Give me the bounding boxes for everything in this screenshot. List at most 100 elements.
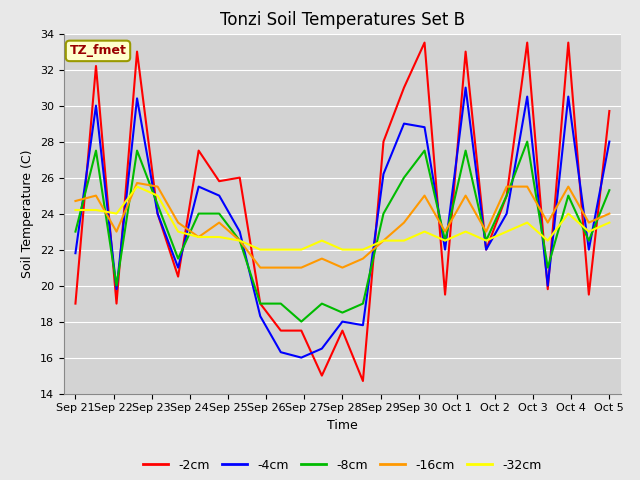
-4cm	[605, 139, 613, 144]
Line: -4cm: -4cm	[76, 88, 609, 358]
-32cm	[605, 220, 613, 226]
-2cm	[174, 274, 182, 279]
-32cm	[339, 247, 346, 252]
-32cm	[318, 238, 326, 243]
-2cm	[195, 148, 202, 154]
-32cm	[174, 229, 182, 235]
-8cm	[72, 229, 79, 235]
-2cm	[564, 40, 572, 46]
-16cm	[441, 229, 449, 235]
Line: -2cm: -2cm	[76, 43, 609, 381]
-8cm	[154, 202, 161, 207]
-4cm	[92, 103, 100, 108]
-32cm	[585, 229, 593, 235]
-2cm	[359, 378, 367, 384]
-32cm	[236, 238, 244, 243]
-32cm	[215, 234, 223, 240]
-8cm	[400, 175, 408, 180]
-32cm	[298, 247, 305, 252]
-8cm	[339, 310, 346, 315]
-16cm	[585, 220, 593, 226]
-8cm	[318, 300, 326, 307]
-16cm	[277, 265, 285, 271]
-8cm	[277, 300, 285, 307]
-4cm	[298, 355, 305, 360]
-8cm	[420, 148, 428, 154]
-16cm	[195, 234, 202, 240]
-32cm	[277, 247, 285, 252]
-2cm	[380, 139, 387, 144]
-2cm	[133, 49, 141, 55]
-8cm	[524, 139, 531, 144]
-2cm	[298, 328, 305, 334]
Title: Tonzi Soil Temperatures Set B: Tonzi Soil Temperatures Set B	[220, 11, 465, 29]
-4cm	[236, 229, 244, 235]
-16cm	[236, 238, 244, 243]
-4cm	[215, 193, 223, 199]
-16cm	[72, 198, 79, 204]
-16cm	[257, 265, 264, 271]
-8cm	[174, 256, 182, 262]
-2cm	[544, 286, 552, 292]
-16cm	[400, 220, 408, 226]
-8cm	[605, 187, 613, 193]
-32cm	[544, 238, 552, 243]
-16cm	[503, 184, 511, 190]
-8cm	[483, 238, 490, 243]
-8cm	[113, 283, 120, 288]
-2cm	[92, 63, 100, 69]
-2cm	[318, 373, 326, 379]
-8cm	[215, 211, 223, 216]
-8cm	[298, 319, 305, 324]
-32cm	[380, 238, 387, 243]
-8cm	[544, 265, 552, 271]
-32cm	[420, 229, 428, 235]
-2cm	[441, 292, 449, 298]
-4cm	[441, 247, 449, 252]
-16cm	[92, 193, 100, 199]
-32cm	[154, 193, 161, 199]
-4cm	[195, 184, 202, 190]
-16cm	[380, 238, 387, 243]
-2cm	[462, 49, 470, 55]
-2cm	[236, 175, 244, 180]
-2cm	[257, 300, 264, 307]
-32cm	[133, 184, 141, 190]
Legend: -2cm, -4cm, -8cm, -16cm, -32cm: -2cm, -4cm, -8cm, -16cm, -32cm	[138, 454, 547, 477]
X-axis label: Time: Time	[327, 419, 358, 432]
-2cm	[154, 211, 161, 216]
Y-axis label: Soil Temperature (C): Soil Temperature (C)	[22, 149, 35, 278]
-8cm	[380, 211, 387, 216]
-4cm	[257, 313, 264, 319]
-4cm	[174, 265, 182, 271]
-32cm	[483, 238, 490, 243]
-16cm	[215, 220, 223, 226]
-4cm	[339, 319, 346, 324]
-2cm	[420, 40, 428, 46]
-8cm	[585, 238, 593, 243]
-2cm	[503, 193, 511, 199]
-4cm	[380, 171, 387, 177]
-2cm	[605, 108, 613, 114]
-4cm	[133, 96, 141, 101]
-4cm	[400, 121, 408, 127]
-4cm	[318, 346, 326, 351]
-8cm	[92, 148, 100, 154]
-4cm	[359, 323, 367, 328]
-4cm	[113, 286, 120, 292]
-2cm	[72, 300, 79, 307]
-4cm	[462, 85, 470, 91]
-4cm	[564, 94, 572, 99]
-32cm	[257, 247, 264, 252]
-16cm	[298, 265, 305, 271]
-4cm	[277, 349, 285, 355]
-32cm	[462, 229, 470, 235]
-8cm	[462, 148, 470, 154]
-16cm	[359, 256, 367, 262]
-16cm	[605, 211, 613, 216]
-4cm	[483, 247, 490, 252]
-2cm	[524, 40, 531, 46]
-2cm	[585, 292, 593, 298]
-32cm	[359, 247, 367, 252]
-32cm	[92, 207, 100, 213]
